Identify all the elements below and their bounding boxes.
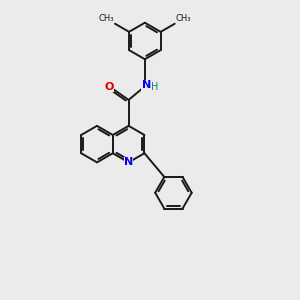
Text: CH₃: CH₃ [175, 14, 191, 22]
Text: CH₃: CH₃ [99, 14, 114, 22]
Text: N: N [142, 80, 151, 90]
Text: O: O [104, 82, 113, 92]
Text: N: N [124, 158, 133, 167]
Text: H: H [151, 82, 158, 92]
